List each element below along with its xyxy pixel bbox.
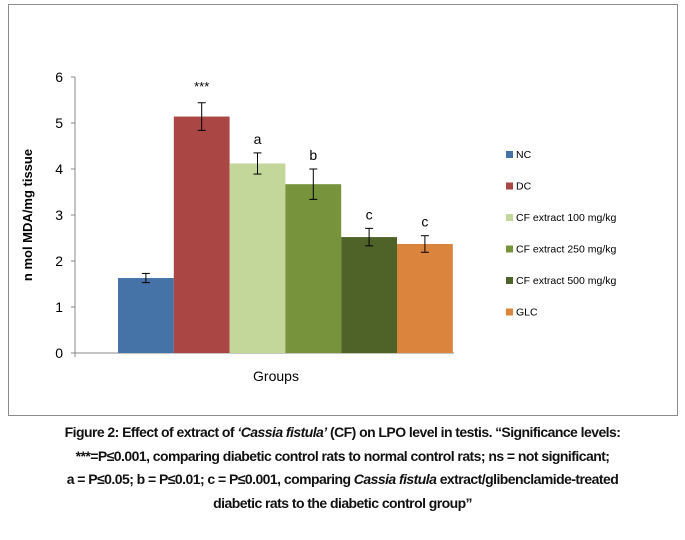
y-tick-label: 2 bbox=[55, 253, 63, 269]
significance-label: *** bbox=[194, 79, 209, 94]
legend-swatch bbox=[506, 182, 513, 190]
legend-label: GLC bbox=[516, 307, 538, 319]
bar-3 bbox=[285, 184, 342, 353]
caption-species: ‘Cassia fistula’ bbox=[237, 424, 327, 440]
figure-caption: Figure 2: Effect of extract of ‘Cassia f… bbox=[0, 421, 685, 515]
y-tick-label: 5 bbox=[55, 115, 63, 131]
caption-line-1: Figure 2: Effect of extract of ‘Cassia f… bbox=[0, 421, 685, 445]
legend-swatch bbox=[506, 214, 513, 221]
chart-frame bbox=[8, 4, 678, 416]
bar-5 bbox=[397, 243, 453, 353]
y-tick-label: 0 bbox=[55, 345, 63, 361]
caption-text: (CF) on LPO level in testis. ‘‘Significa… bbox=[326, 424, 621, 440]
legend-swatch bbox=[506, 151, 513, 158]
significance-label: c bbox=[366, 206, 373, 222]
x-axis-title: Groups bbox=[253, 368, 299, 384]
legend-label: CF extract 100 mg/kg bbox=[516, 212, 617, 224]
caption-text: Figure 2: Effect of extract of bbox=[64, 424, 238, 440]
y-tick-label: 6 bbox=[55, 69, 63, 85]
bar-1 bbox=[173, 116, 230, 353]
significance-label: b bbox=[309, 147, 317, 163]
bar-0 bbox=[118, 278, 174, 353]
significance-label: a bbox=[254, 131, 262, 147]
legend-swatch bbox=[506, 308, 513, 316]
legend-label: DC bbox=[516, 181, 532, 193]
y-tick-label: 1 bbox=[55, 299, 63, 315]
caption-line-2: ***=P≤0.001, comparing diabetic control … bbox=[75, 447, 610, 464]
legend-swatch bbox=[506, 245, 513, 253]
caption-text: extract/glibenclamide-treated bbox=[436, 471, 619, 487]
y-axis-title: n mol MDA/mg tissue bbox=[20, 149, 35, 281]
legend-label: CF extract 250 mg/kg bbox=[516, 244, 617, 256]
bar-4 bbox=[341, 237, 397, 353]
caption-text: a = P≤0.05; b = P≤0.01; c = P≤0.001, com… bbox=[66, 471, 354, 487]
legend-swatch bbox=[506, 277, 513, 284]
bar-chart: 0 1 2 3 4 5 6 n mol MDA/mg tissue Groups NC *** DC a… bbox=[20, 69, 617, 384]
y-tick-label: 4 bbox=[55, 161, 63, 177]
caption-line-4: diabetic rats to the diabetic control gr… bbox=[213, 494, 472, 511]
bar-2 bbox=[229, 163, 286, 353]
caption-line-3: a = P≤0.05; b = P≤0.01; c = P≤0.001, com… bbox=[0, 468, 685, 492]
legend-label: CF extract 500 mg/kg bbox=[516, 275, 617, 287]
y-tick-label: 3 bbox=[55, 207, 63, 223]
caption-species: Cassia fistula bbox=[353, 471, 437, 487]
significance-label: c bbox=[421, 214, 428, 230]
legend-label: NC bbox=[516, 149, 532, 161]
